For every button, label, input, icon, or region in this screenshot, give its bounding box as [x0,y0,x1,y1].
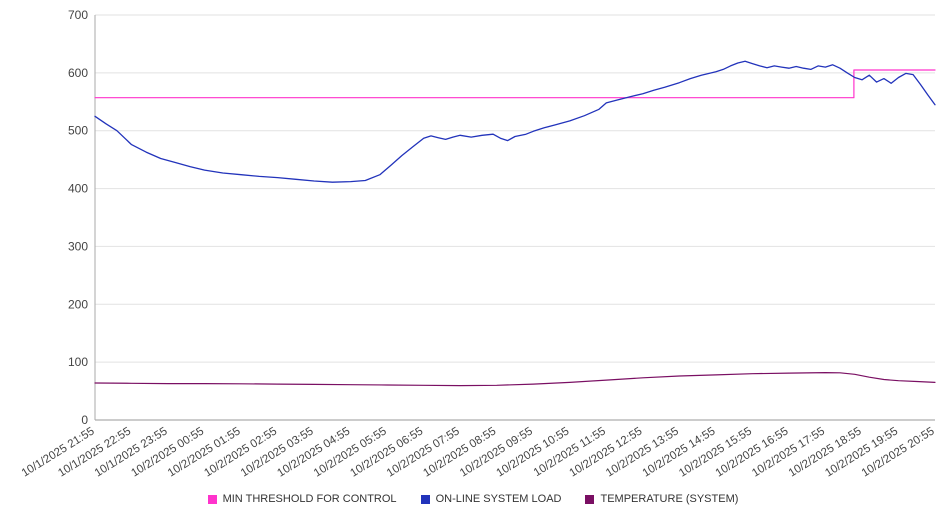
series-min-threshold-for-control [94,69,936,99]
y-axis-label: 700 [68,8,88,22]
y-axis-label: 100 [68,355,88,369]
series-temperature-system- [94,372,936,387]
legend-swatch-system-load-icon [420,494,430,504]
y-axis-label: 300 [68,239,88,253]
series-on-line-system-load [94,60,936,183]
y-axis-label: 400 [68,182,88,196]
legend-swatch-min-threshold-icon [207,494,217,504]
y-axis-label: 600 [68,66,88,80]
legend-label-temperature: TEMPERATURE (SYSTEM) [600,493,739,505]
legend-item-temperature[interactable]: TEMPERATURE (SYSTEM) [585,493,738,505]
legend-item-system-load[interactable]: ON-LINE SYSTEM LOAD [420,493,562,505]
legend-item-min-threshold[interactable]: MIN THRESHOLD FOR CONTROL [207,493,397,505]
legend-swatch-temperature-icon [585,494,595,504]
y-axis-label: 0 [81,413,88,427]
legend: MIN THRESHOLD FOR CONTROL ON-LINE SYSTEM… [0,493,946,505]
y-axis-label: 200 [68,297,88,311]
legend-label-system-load: ON-LINE SYSTEM LOAD [435,493,562,505]
y-axis-label: 500 [68,124,88,138]
legend-label-min-threshold: MIN THRESHOLD FOR CONTROL [222,493,397,505]
